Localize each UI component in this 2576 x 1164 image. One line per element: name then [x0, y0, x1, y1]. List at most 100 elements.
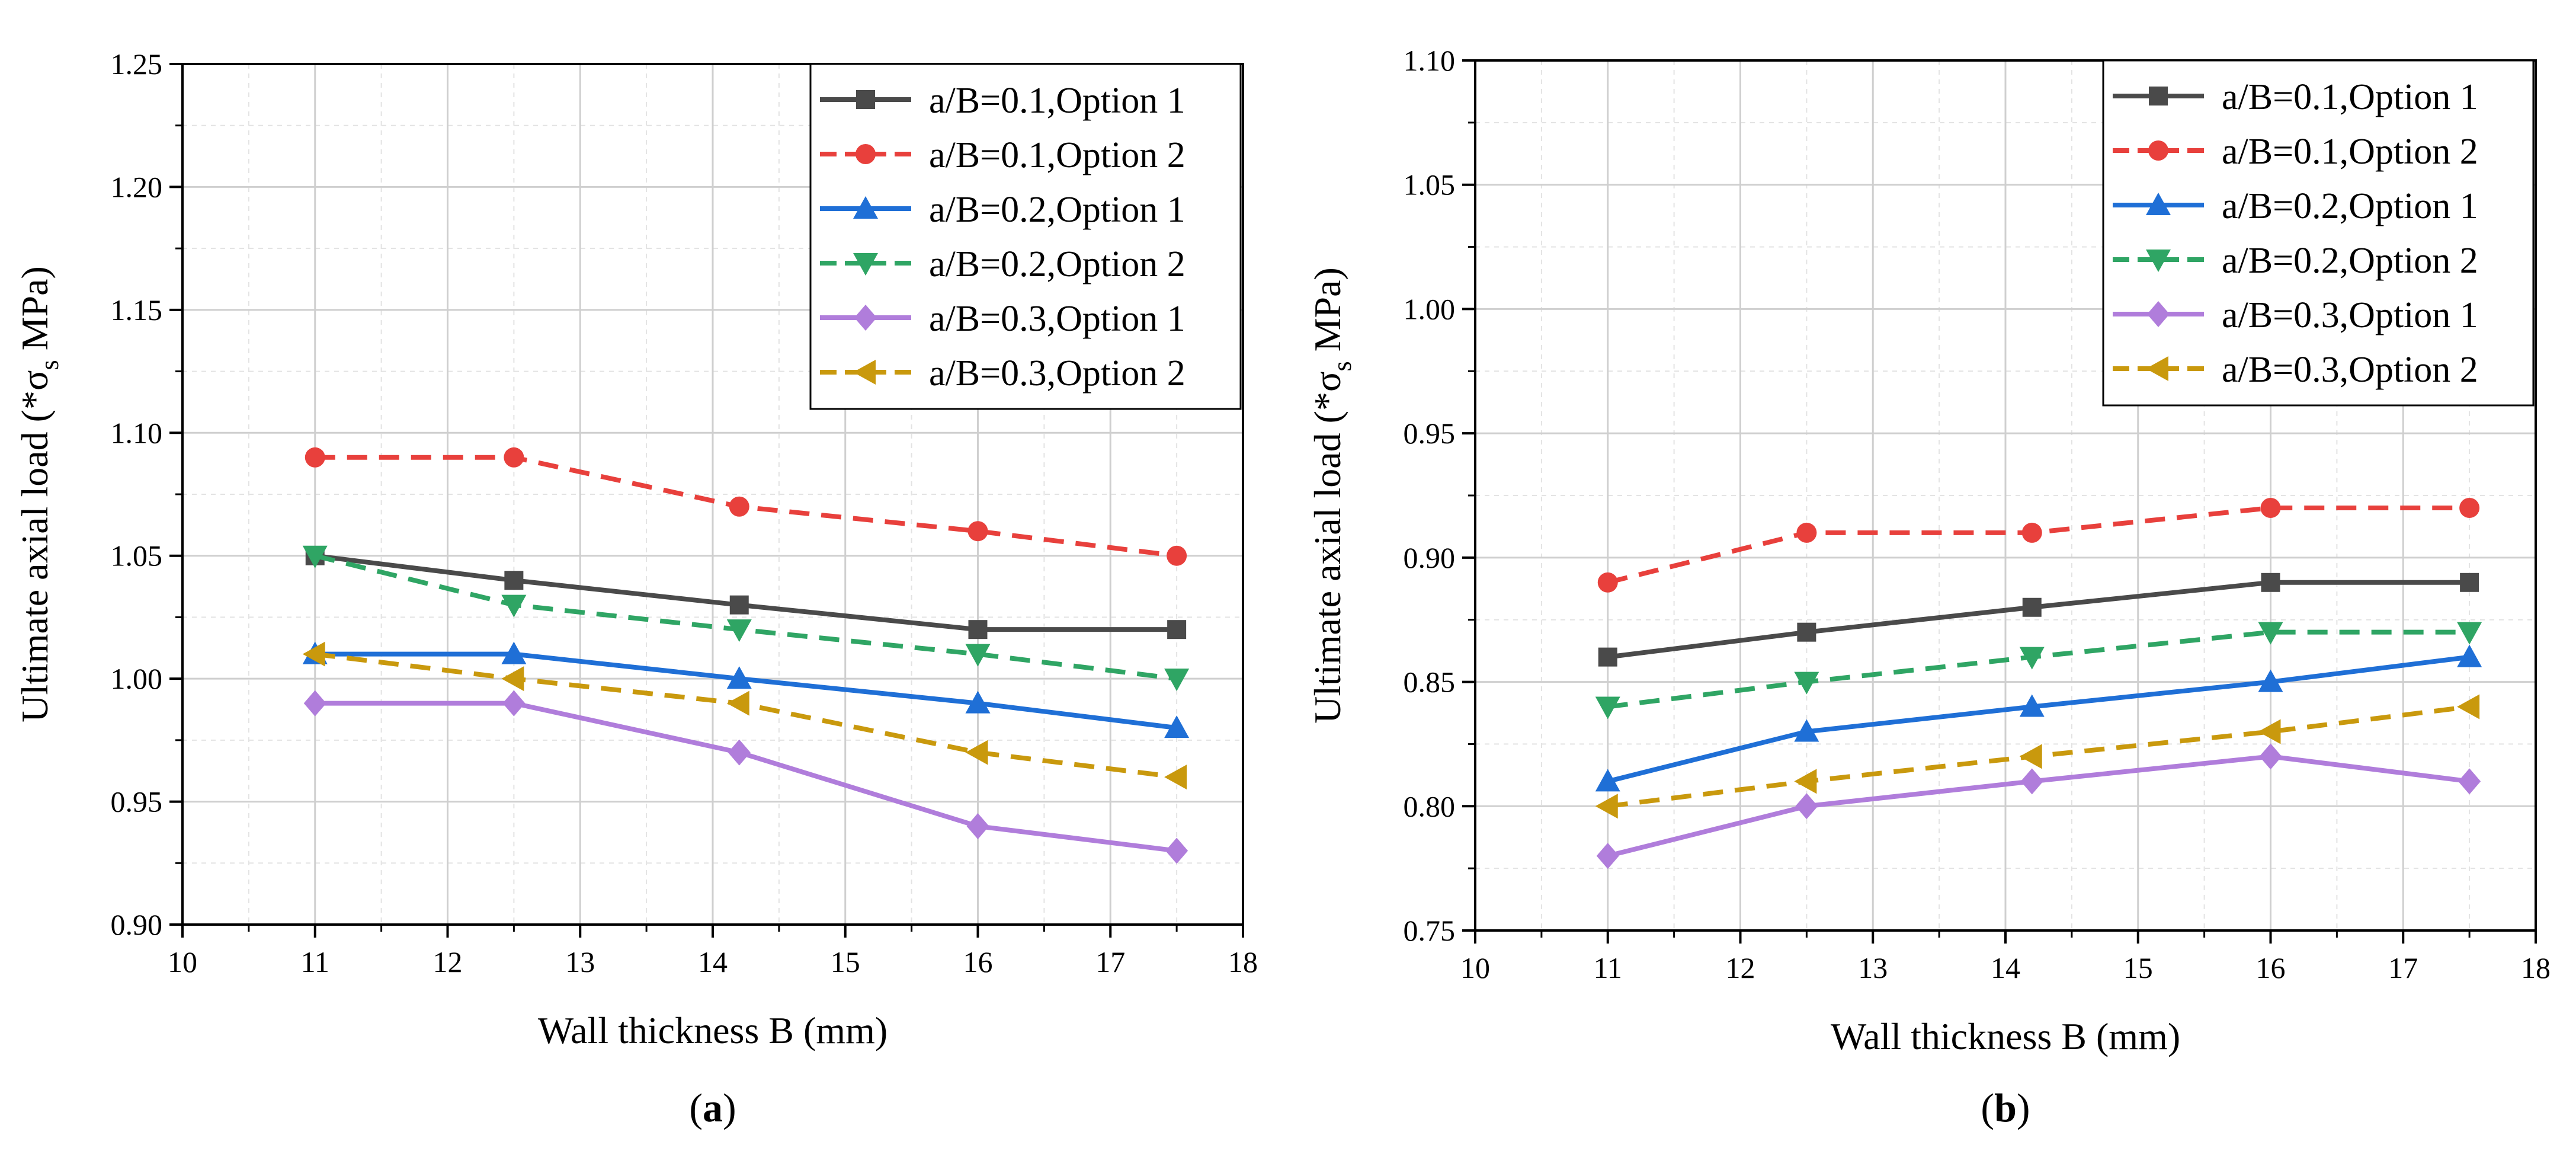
data-point	[2457, 694, 2480, 719]
legend-marker	[2146, 356, 2168, 381]
x-tick-label: 10	[168, 945, 197, 978]
data-point	[1796, 522, 1817, 543]
legend-marker	[2146, 250, 2171, 272]
y-axis-title-subscript: s	[1328, 361, 1357, 371]
chart-panel-b: 10 11 12 13 14 15 16 17 18 0.75 0.80 0.85 0.90 0.95 1.…	[1306, 44, 2551, 1130]
series-4	[303, 690, 1188, 864]
y-tick-label: 1.10	[1404, 44, 1456, 77]
legend-entry: a/B=0.3,Option 2	[820, 353, 1186, 394]
legend-box	[2102, 59, 2535, 407]
x-tick-label: 17	[2388, 951, 2418, 984]
legend-marker	[2146, 193, 2171, 215]
legend-marker	[856, 90, 875, 109]
x-axis-title: Wall thickness B (mm)	[538, 1009, 887, 1051]
series-line	[1607, 505, 2470, 585]
data-point	[1595, 794, 1618, 819]
data-point	[728, 739, 751, 766]
caption-letter: a	[703, 1085, 723, 1130]
legend-label: a/B=0.1,Option 2	[2222, 132, 2478, 172]
caption-close-paren: )	[2017, 1085, 2030, 1130]
legend-marker	[2149, 87, 2168, 105]
data-point	[302, 545, 328, 568]
legend-entry: a/B=0.2,Option 2	[2113, 241, 2478, 281]
series-line	[315, 701, 1177, 853]
y-tick-label: 1.05	[1404, 168, 1456, 202]
x-tick-label: 18	[2521, 951, 2551, 984]
y-tick-label: 0.75	[1404, 914, 1456, 947]
data-point	[303, 690, 326, 717]
legend-entry: a/B=0.3,Option 1	[820, 299, 1186, 339]
data-point	[2458, 768, 2481, 795]
legend-entry: a/B=0.1,Option 2	[820, 135, 1186, 175]
data-point	[968, 620, 988, 639]
x-tick-label: 16	[2256, 951, 2286, 984]
y-tick-label: 1.00	[1404, 292, 1456, 325]
data-point	[502, 690, 526, 717]
y-tick-label: 0.85	[1404, 666, 1456, 699]
data-point	[2457, 644, 2482, 667]
data-point	[726, 666, 752, 689]
legend-label: a/B=0.1,Option 2	[929, 135, 1186, 175]
data-point	[1167, 545, 1187, 566]
data-point	[2258, 622, 2283, 645]
y-axis-title-tail: MPa)	[1306, 267, 1348, 361]
legend-marker	[2147, 301, 2170, 327]
data-point	[729, 595, 749, 615]
data-point	[305, 447, 325, 468]
legend-marker	[2148, 140, 2168, 161]
data-point	[2019, 694, 2045, 717]
x-tick-label: 17	[1095, 945, 1125, 978]
legend-label: a/B=0.2,Option 1	[929, 190, 1186, 230]
legend-label: a/B=0.3,Option 1	[929, 299, 1186, 339]
series-line	[315, 651, 1177, 731]
series-line	[315, 553, 1177, 632]
y-tick-label: 1.20	[111, 170, 163, 203]
y-axis-title: Ultimate axial load (*σs MPa)	[1306, 267, 1357, 724]
series-3	[1595, 622, 2482, 719]
data-point	[726, 690, 749, 716]
data-point	[2021, 522, 2042, 543]
caption-open-paren: (	[689, 1085, 703, 1130]
series-1	[305, 447, 1187, 566]
data-point	[501, 594, 527, 618]
legend-label: a/B=0.2,Option 2	[929, 244, 1186, 284]
caption-close-paren: )	[723, 1085, 736, 1130]
data-point	[2457, 622, 2482, 645]
data-point	[1794, 671, 1819, 695]
series-0	[1598, 573, 2479, 667]
x-tick-label: 10	[1460, 951, 1490, 984]
x-tick-label: 14	[1991, 951, 2020, 984]
x-tick-label: 13	[1858, 951, 1888, 984]
data-point	[2019, 647, 2045, 670]
legend-entry: a/B=0.1,Option 2	[2113, 132, 2478, 172]
y-tick-label: 0.80	[1404, 789, 1456, 823]
x-tick-label: 14	[698, 945, 728, 978]
data-point	[726, 619, 752, 642]
legend-label: a/B=0.3,Option 2	[929, 353, 1186, 394]
y-tick-label: 0.95	[1404, 417, 1456, 450]
data-point	[1165, 837, 1188, 864]
legend-entry: a/B=0.2,Option 1	[820, 190, 1186, 230]
data-point	[302, 641, 325, 667]
data-point	[1167, 620, 1187, 639]
legend-label: a/B=0.3,Option 2	[2222, 350, 2478, 390]
y-axis-title-tail: MPa)	[14, 266, 56, 360]
legend: a/B=0.1,Option 1 a/B=0.1,Option 2 a/B=0.2,…	[2102, 59, 2535, 407]
x-tick-label: 11	[301, 945, 329, 978]
x-axis-title: Wall thickness B (mm)	[1831, 1015, 2180, 1057]
y-axis-title-main: Ultimate axial load (*σ	[14, 370, 56, 722]
legend-box	[809, 63, 1242, 410]
data-point	[966, 813, 989, 840]
data-point	[2460, 573, 2479, 592]
legend-label: a/B=0.1,Option 1	[2222, 77, 2478, 117]
series-1	[1597, 497, 2480, 593]
x-tick-label: 18	[1228, 945, 1258, 978]
legend-entry: a/B=0.3,Option 2	[2113, 350, 2478, 390]
y-axis-title-subscript: s	[35, 360, 64, 370]
data-point	[2258, 719, 2281, 744]
data-point	[501, 666, 524, 692]
y-tick-label: 1.25	[111, 47, 163, 81]
legend-marker	[854, 305, 877, 331]
series-line	[315, 651, 1177, 780]
